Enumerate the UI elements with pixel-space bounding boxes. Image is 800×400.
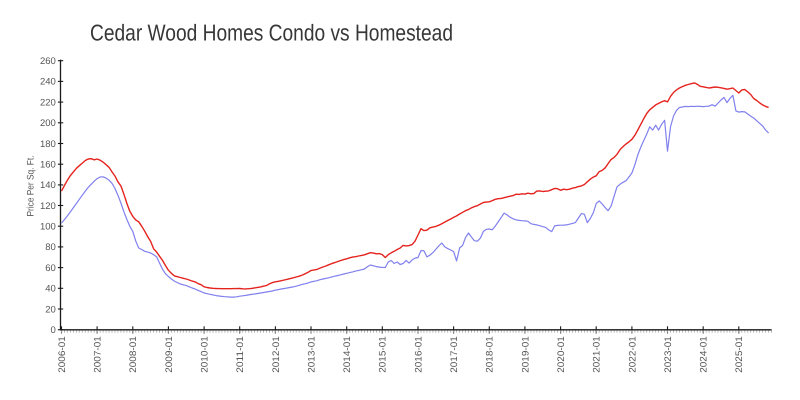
svg-text:60: 60 [45, 263, 56, 274]
svg-text:2012-01: 2012-01 [271, 336, 282, 373]
svg-text:200: 200 [40, 118, 56, 129]
svg-text:2019-01: 2019-01 [520, 336, 531, 373]
svg-text:2016-01: 2016-01 [413, 336, 424, 373]
svg-text:2023-01: 2023-01 [663, 336, 674, 373]
svg-text:2006-01: 2006-01 [57, 336, 68, 373]
svg-text:2009-01: 2009-01 [164, 336, 175, 373]
svg-text:2017-01: 2017-01 [449, 336, 460, 373]
svg-text:100: 100 [40, 222, 56, 233]
svg-text:120: 120 [40, 201, 56, 212]
svg-text:2022-01: 2022-01 [627, 336, 638, 373]
svg-text:2018-01: 2018-01 [485, 336, 496, 373]
svg-text:2007-01: 2007-01 [93, 336, 104, 373]
svg-text:2010-01: 2010-01 [200, 336, 211, 373]
svg-text:2021-01: 2021-01 [592, 336, 603, 373]
svg-text:80: 80 [45, 242, 56, 253]
svg-text:2020-01: 2020-01 [556, 336, 567, 373]
svg-text:220: 220 [40, 97, 56, 108]
svg-text:2025-01: 2025-01 [734, 336, 745, 373]
svg-text:260: 260 [40, 56, 56, 67]
svg-text:140: 140 [40, 180, 56, 191]
svg-text:40: 40 [45, 284, 56, 295]
svg-text:240: 240 [40, 77, 56, 88]
svg-text:2014-01: 2014-01 [342, 336, 353, 373]
svg-text:180: 180 [40, 139, 56, 150]
svg-text:2008-01: 2008-01 [128, 336, 139, 373]
svg-text:2015-01: 2015-01 [378, 336, 389, 373]
svg-text:Cedar Wood Homes Condo vs Home: Cedar Wood Homes Condo vs Homestead [90, 20, 453, 46]
svg-text:Price Per Sq. Ft.: Price Per Sq. Ft. [26, 156, 37, 217]
svg-text:0: 0 [51, 325, 56, 336]
svg-text:2024-01: 2024-01 [699, 336, 710, 373]
svg-text:20: 20 [45, 304, 56, 315]
svg-text:2011-01: 2011-01 [235, 336, 246, 373]
svg-text:2013-01: 2013-01 [306, 336, 317, 373]
svg-text:160: 160 [40, 160, 56, 171]
